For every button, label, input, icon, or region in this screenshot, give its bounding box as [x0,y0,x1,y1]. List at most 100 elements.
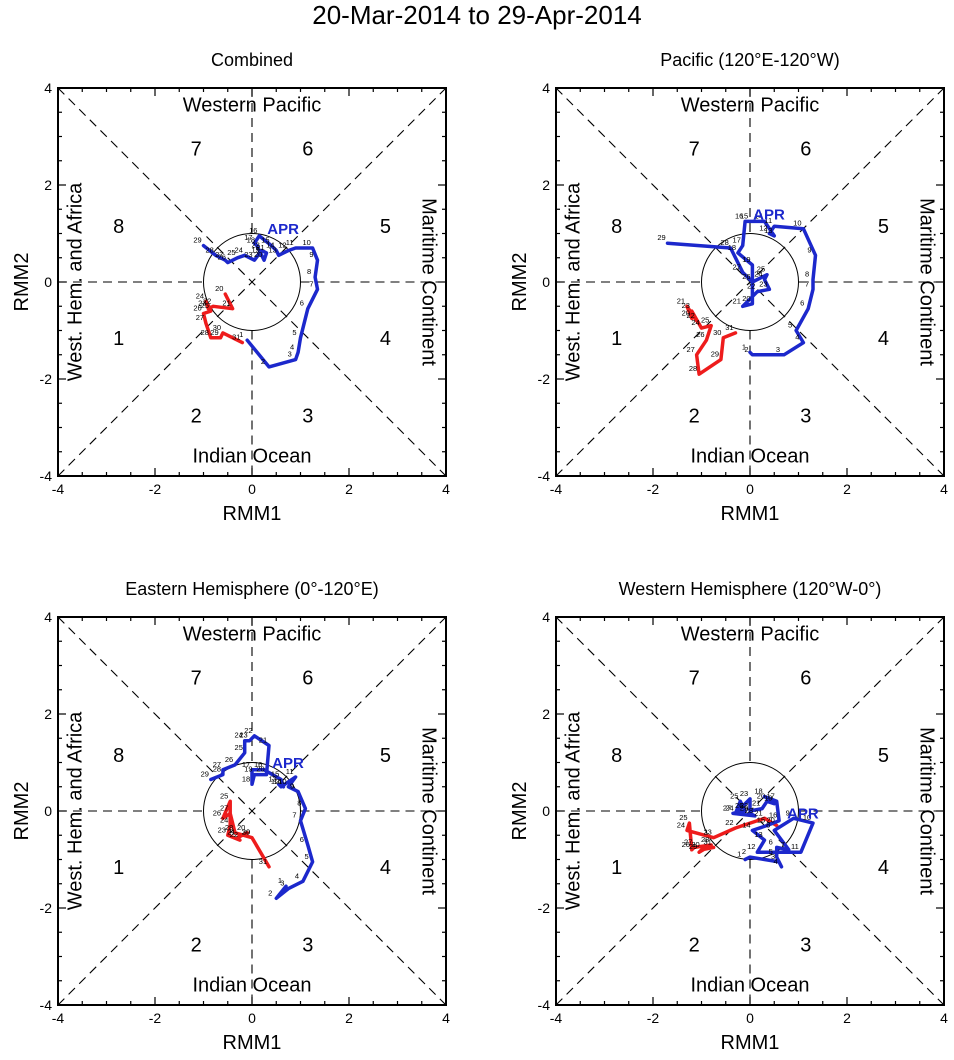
phase-label-3: 3 [800,934,811,956]
day-label: 7 [805,279,809,288]
day-label: 25 [201,301,209,310]
day-label: 31 [259,857,267,866]
day-label: 11 [791,842,799,851]
day-label: 11 [286,238,294,247]
day-label: 8 [297,799,301,808]
day-label: 3 [776,345,780,354]
day-label: 23 [682,301,690,310]
y-tick-label: -2 [40,371,53,387]
day-label: 27 [723,803,731,812]
day-label: 22 [230,830,238,839]
day-label: 27 [220,803,228,812]
day-label: 21 [256,243,264,252]
day-label: 11 [286,767,294,776]
day-label: 4 [773,857,777,866]
day-label: 28 [225,823,233,832]
day-label: 24 [754,270,762,279]
series-line-apr [209,734,315,901]
day-label: 25 [227,248,235,257]
phase-label-7: 7 [191,668,202,690]
x-tick-label: 4 [940,1010,948,1026]
day-label: 24 [220,816,228,825]
day-label: 17 [244,233,252,242]
day-label: 26 [742,272,750,281]
panel-title: Western Hemisphere (120°W-0°) [619,579,882,599]
day-label: 25 [235,743,243,752]
region-label-right: Maritime Continent [916,727,938,895]
phase-label-1: 1 [113,857,124,879]
day-label: 23 [239,731,247,740]
series-line-mar [221,799,271,869]
day-label: 2 [744,345,748,354]
x-tick-label: -2 [149,481,162,497]
series-line-apr [201,234,320,369]
day-label: 3 [280,879,284,888]
day-label: 4 [295,871,299,880]
day-label: 5 [769,847,773,856]
day-label: 1 [742,342,746,351]
x-axis-label: RMM1 [223,1032,282,1054]
day-label: 24 [235,245,243,254]
x-tick-label: -4 [52,481,65,497]
x-tick-label: 2 [345,1010,353,1026]
day-label: 17 [733,236,741,245]
y-tick-label: 0 [542,274,550,290]
day-label: 31 [725,323,733,332]
y-tick-label: 2 [44,177,52,193]
y-tick-label: 2 [542,177,550,193]
series-line-apr [731,794,815,869]
day-label: 28 [701,835,709,844]
day-label: 8 [805,270,809,279]
phase-label-8: 8 [611,216,622,238]
y-axis-label: RMM2 [509,782,531,841]
day-label: 23 [244,250,252,259]
day-label: 23 [198,299,206,308]
day-label: 29 [740,803,748,812]
panel-title: Combined [211,50,293,70]
day-label: 26 [696,330,704,339]
day-label: 16 [769,811,777,820]
day-label: 29 [201,769,209,778]
day-label: 18 [247,236,255,245]
region-label-left: West. Hem. and Africa [64,711,86,910]
day-label: 16 [735,211,743,220]
y-tick-label: -4 [538,468,551,484]
day-label: 9 [786,808,790,817]
day-label: 15 [261,236,269,245]
x-tick-label: 2 [843,1010,851,1026]
region-label-bottom: Indian Ocean [691,445,810,467]
region-label-left: West. Hem. and Africa [562,182,584,381]
day-label: 19 [742,255,750,264]
day-label: 3 [288,350,292,359]
day-label: 21 [222,299,230,308]
day-label: 27 [215,250,223,259]
day-label: 5 [305,852,309,861]
day-label: 21 [227,828,235,837]
day-label: 27 [196,313,204,322]
day-label: 28 [745,806,753,815]
y-axis-label: RMM2 [509,253,531,312]
month-label-apr: APR [272,755,304,772]
day-label: 30 [713,328,721,337]
day-label: 21 [259,736,267,745]
day-label: 17 [242,760,250,769]
phase-label-6: 6 [800,139,811,161]
day-label: 30 [242,828,250,837]
day-label: 2 [261,357,265,366]
day-label: 9 [290,782,294,791]
phase-label-2: 2 [689,934,700,956]
day-label: 6 [800,299,804,308]
day-label: 18 [728,243,736,252]
phase-label-8: 8 [113,745,124,767]
day-label: 24 [196,291,204,300]
phase-label-5: 5 [878,745,889,767]
y-tick-label: 2 [542,706,550,722]
unit-circle [203,762,301,860]
x-tick-label: 2 [345,481,353,497]
day-label: 4 [290,342,294,351]
phase-label-1: 1 [113,328,124,350]
day-label: 22 [740,801,748,810]
x-tick-label: 4 [940,481,948,497]
region-label-right: Maritime Continent [418,727,440,895]
